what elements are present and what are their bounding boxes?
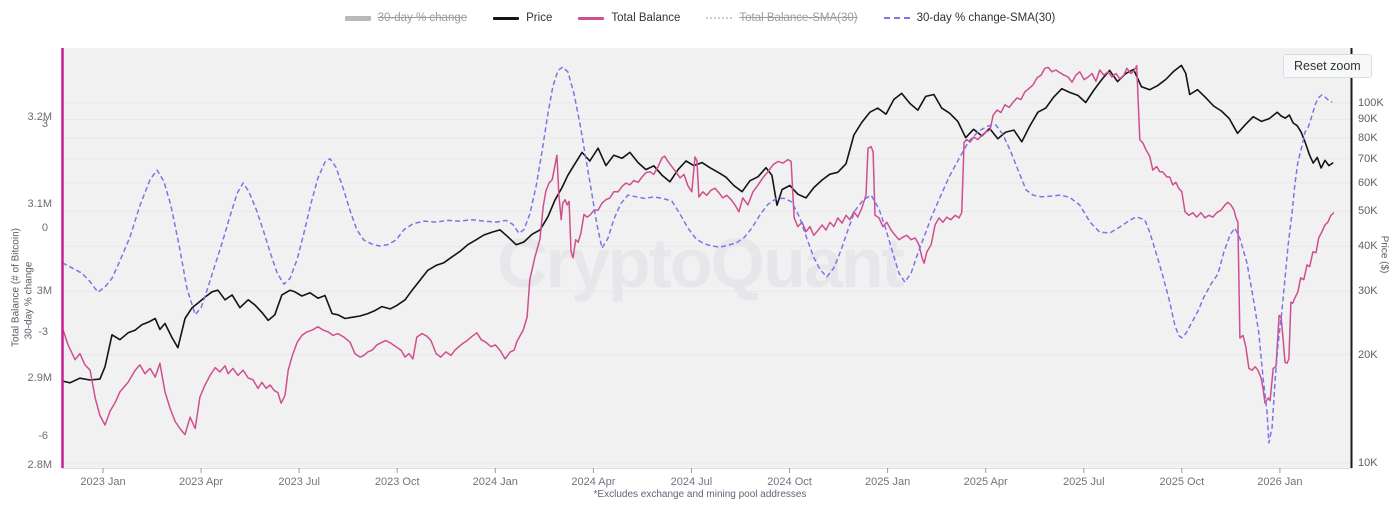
legend-swatch-price [493, 16, 520, 20]
left-axis-title-pct-change: 30-day % change [23, 261, 35, 340]
x-axis-label: 2025 Jul [1062, 476, 1105, 488]
x-axis-label: 2024 Jul [670, 476, 713, 488]
reset-zoom-button[interactable]: Reset zoom [1283, 54, 1372, 78]
legend-swatch-total-balance-sma [706, 17, 733, 19]
legend-label-price: Price [526, 12, 553, 24]
left-axis-label-balance: 3.1M [27, 198, 52, 210]
x-axis-label: 2023 Jan [80, 476, 126, 488]
left-axis-label-balance: 2.9M [27, 372, 52, 384]
left-axis-label-pct: -6 [38, 430, 48, 442]
legend-swatch-pct-change-sma [883, 17, 910, 19]
legend-label-pct-change-sma: 30-day % change-SMA(30) [916, 12, 1056, 24]
legend-label-total-balance-sma: Total Balance-SMA(30) [739, 12, 858, 24]
left-axis-label-balance: 3M [36, 285, 52, 297]
right-axis-label-price: 60K [1358, 176, 1378, 189]
right-axis-label-price: 90K [1358, 113, 1378, 126]
series-total-balance-line [62, 64, 1335, 436]
legend-label-total-balance: Total Balance [611, 12, 681, 24]
left-axis-label-pct: 0 [41, 222, 48, 234]
x-axis-label: 2024 Jan [472, 476, 518, 488]
right-axis-label-price: 20K [1358, 348, 1378, 361]
x-axis-label: 2025 Oct [1159, 476, 1205, 488]
legend-item-price[interactable]: Price [493, 12, 552, 24]
right-axis-label-price: 100K [1358, 97, 1384, 109]
left-axis-label-pct: 3 [41, 118, 48, 130]
x-axis-label: 2023 Oct [374, 476, 420, 488]
plot-area[interactable] [62, 48, 1352, 468]
left-axis-label-balance: 2.8M [27, 459, 52, 471]
right-axis-label-price: 70K [1358, 152, 1378, 165]
x-axis-label: 2024 Apr [571, 476, 616, 488]
left-axis-title-balance: Total Balance (# of Bitcoin) [10, 228, 22, 347]
legend-swatch-total-balance [578, 16, 605, 20]
right-axis-label-price: 80K [1358, 131, 1378, 144]
series-pct-change-sma-line [62, 66, 1333, 444]
right-axis-title-price: Price ($) [1378, 235, 1390, 274]
right-axis-label-price: 40K [1358, 240, 1378, 253]
series-price-line [62, 64, 1334, 384]
left-axis-label-balance: 3.2M [27, 111, 52, 123]
right-axis-label-price: 10K [1358, 457, 1378, 469]
legend-item-total-balance-sma[interactable]: Total Balance-SMA(30) [706, 12, 858, 24]
x-axis-label: 2023 Apr [179, 476, 224, 488]
legend-item-pct-change[interactable]: 30-day % change [344, 12, 468, 24]
legend-label-pct-change: 30-day % change [377, 12, 468, 24]
legend-item-total-balance[interactable]: Total Balance [578, 12, 680, 24]
x-axis-label: 2024 Oct [767, 476, 812, 488]
cryptoquant-watermark: CryptoQuant [497, 224, 904, 302]
right-axis-label-price: 30K [1358, 285, 1378, 298]
left-axis-label-pct: -3 [38, 326, 48, 338]
chart-legend: 30-day % change Price Total Balance Total B… [0, 12, 1400, 24]
x-axis-label: 2026 Jan [1257, 476, 1303, 488]
right-axis-label-price: 50K [1358, 205, 1378, 218]
x-axis-label: 2025 Apr [963, 476, 1008, 488]
x-axis-label: 2023 Jul [278, 476, 320, 488]
legend-swatch-pct-change [344, 15, 371, 21]
chart-footnote: *Excludes exchange and mining pool addre… [593, 489, 807, 500]
x-axis-label: 2025 Jan [864, 476, 911, 488]
legend-item-pct-change-sma[interactable]: 30-day % change-SMA(30) [883, 12, 1056, 24]
